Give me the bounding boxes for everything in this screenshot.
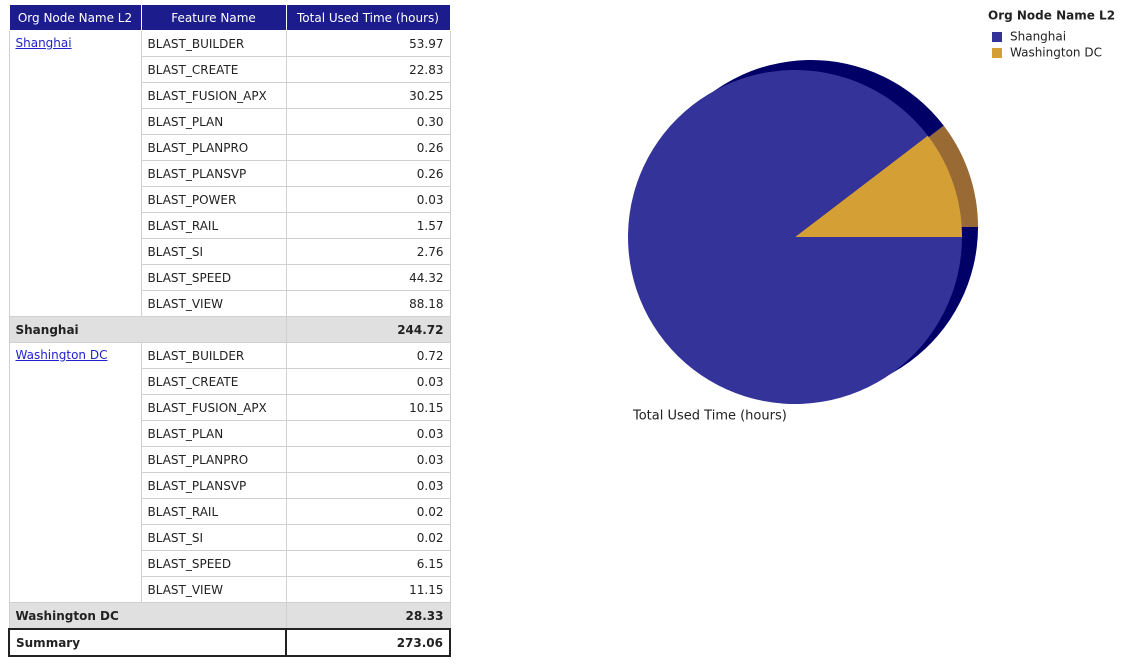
feature-cell: BLAST_PLANPRO [140, 134, 287, 161]
value-cell: 0.26 [285, 160, 451, 187]
table-row: BLAST_FUSION_APX 10.15 [9, 394, 451, 421]
feature-cell: BLAST_PLANPRO [140, 446, 287, 473]
slice [628, 70, 962, 405]
summary-row: Summary 273.06 [8, 628, 451, 657]
subtotal-label: Shanghai [8, 316, 287, 343]
chart-label: Total Used Time (hours) [632, 409, 787, 424]
value-cell: 11.15 [285, 576, 451, 603]
table-row: BLAST_FUSION_APX 30.25 [9, 82, 451, 109]
legend-label: Washington DC [1010, 46, 1102, 60]
legend-label: Shanghai [1010, 30, 1066, 44]
table-row: BLAST_PLAN 0.30 [9, 108, 451, 135]
value-cell: 0.30 [285, 108, 451, 135]
subtotal-value: 28.33 [285, 602, 451, 630]
legend-swatch [992, 32, 1002, 42]
value-cell: 0.03 [285, 368, 451, 395]
value-cell: 88.18 [285, 290, 451, 317]
feature-cell: BLAST_PLAN [140, 108, 287, 135]
group-link[interactable]: Shanghai [15, 36, 72, 50]
table-row: BLAST_PLANPRO 0.26 [9, 134, 451, 161]
group-cell: Washington DC [8, 342, 142, 603]
value-cell: 30.25 [285, 82, 451, 109]
subtotal-row: Washington DC 28.33 [8, 602, 451, 630]
summary-value: 273.06 [285, 628, 451, 657]
summary-label: Summary [8, 628, 287, 657]
value-cell: 6.15 [285, 550, 451, 577]
value-cell: 53.97 [285, 30, 451, 57]
table-row: BLAST_CREATE 0.03 [9, 368, 451, 395]
group-link[interactable]: Washington DC [15, 348, 108, 362]
feature-cell: BLAST_FUSION_APX [140, 82, 287, 109]
table-row: BLAST_SI 2.76 [9, 238, 451, 265]
table-row: Washington DC BLAST_BUILDER 0.72 [8, 342, 451, 603]
value-cell: 0.26 [285, 134, 451, 161]
value-cell: 1.57 [285, 212, 451, 239]
value-cell: 2.76 [285, 238, 451, 265]
group-cell: Shanghai [8, 30, 142, 317]
value-cell: 0.03 [285, 446, 451, 473]
table-row: BLAST_SPEED 6.15 [9, 550, 451, 577]
table-body: Shanghai BLAST_BUILDER 53.97 BLAST_CREATE 22… [8, 30, 451, 657]
legend-swatch [992, 48, 1002, 58]
table-row: BLAST_RAIL 1.57 [9, 212, 451, 239]
table-row: Shanghai BLAST_BUILDER 53.97 [8, 30, 451, 317]
legend-title: Org Node Name L2 [988, 9, 1115, 23]
feature-cell: BLAST_SI [140, 238, 287, 265]
table-row: BLAST_CREATE 22.83 [9, 56, 451, 83]
data-table: Org Node Name L2 Feature Name Total Used… [8, 4, 451, 657]
slice [795, 135, 962, 237]
feature-cell: BLAST_BUILDER [140, 30, 287, 57]
feature-cell: BLAST_POWER [140, 186, 287, 213]
feature-cell: BLAST_RAIL [140, 212, 287, 239]
column-header: Org Node Name L2 [8, 4, 142, 31]
feature-cell: BLAST_RAIL [140, 498, 287, 525]
value-cell: 22.83 [285, 56, 451, 83]
table-row: BLAST_PLANPRO 0.03 [9, 446, 451, 473]
feature-cell: BLAST_SPEED [140, 550, 287, 577]
header-row: Org Node Name L2 Feature Name Total Used… [8, 4, 451, 31]
feature-cell: BLAST_PLANSVP [140, 160, 287, 187]
table-row: BLAST_VIEW 88.18 [9, 290, 451, 317]
table-row: BLAST_VIEW 11.15 [9, 576, 451, 603]
value-cell: 0.03 [285, 420, 451, 447]
table-row: BLAST_RAIL 0.02 [9, 498, 451, 525]
value-cell: 0.02 [285, 498, 451, 525]
feature-cell: BLAST_CREATE [140, 368, 287, 395]
table-row: BLAST_PLANSVP 0.26 [9, 160, 451, 187]
table-row: BLAST_POWER 0.03 [9, 186, 451, 213]
feature-cell: BLAST_VIEW [140, 576, 287, 603]
